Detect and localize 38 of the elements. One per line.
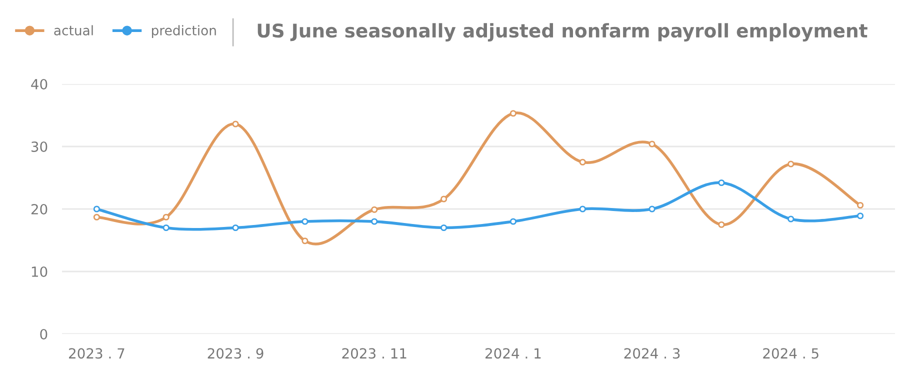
point: [510, 110, 516, 117]
point: [648, 206, 656, 212]
legend-label: actual: [54, 25, 93, 36]
x-tick-label: 2023 . 7: [69, 348, 124, 359]
x-tick-label: 2024 . 5: [763, 348, 818, 359]
y-tick-label: 30: [31, 141, 48, 152]
point: [371, 206, 378, 213]
chart-title: US June seasonally adjusted nonfarm payroll employment: [258, 23, 868, 42]
point: [579, 206, 586, 212]
point: [162, 224, 170, 232]
legend-label: prediction: [152, 25, 216, 38]
point: [579, 158, 586, 166]
point: [788, 216, 794, 222]
point: [93, 214, 100, 220]
x-tick-label: 2024 . 1: [486, 348, 541, 359]
point: [371, 218, 378, 225]
point: [788, 160, 794, 168]
point: [232, 224, 239, 232]
y-tick-label: 10: [32, 266, 48, 277]
y-tick-label: 0: [40, 328, 48, 340]
y-tick-label: 20: [31, 204, 48, 214]
x-tick-label: 2023 . 9: [208, 348, 264, 359]
point: [302, 218, 308, 225]
point: [93, 206, 100, 212]
point: [718, 179, 725, 186]
point: [232, 120, 239, 128]
point: [510, 218, 516, 225]
x-tick-label: 2024 . 3: [624, 348, 680, 359]
point: [162, 214, 170, 220]
point: [648, 140, 656, 148]
point: [440, 224, 448, 232]
point: [718, 221, 725, 228]
point: [857, 202, 864, 209]
point: [440, 196, 448, 202]
y-tick-label: 40: [31, 78, 48, 90]
x-tick-label: 2023 . 11: [342, 348, 406, 359]
point: [302, 238, 308, 244]
point: [857, 212, 864, 220]
